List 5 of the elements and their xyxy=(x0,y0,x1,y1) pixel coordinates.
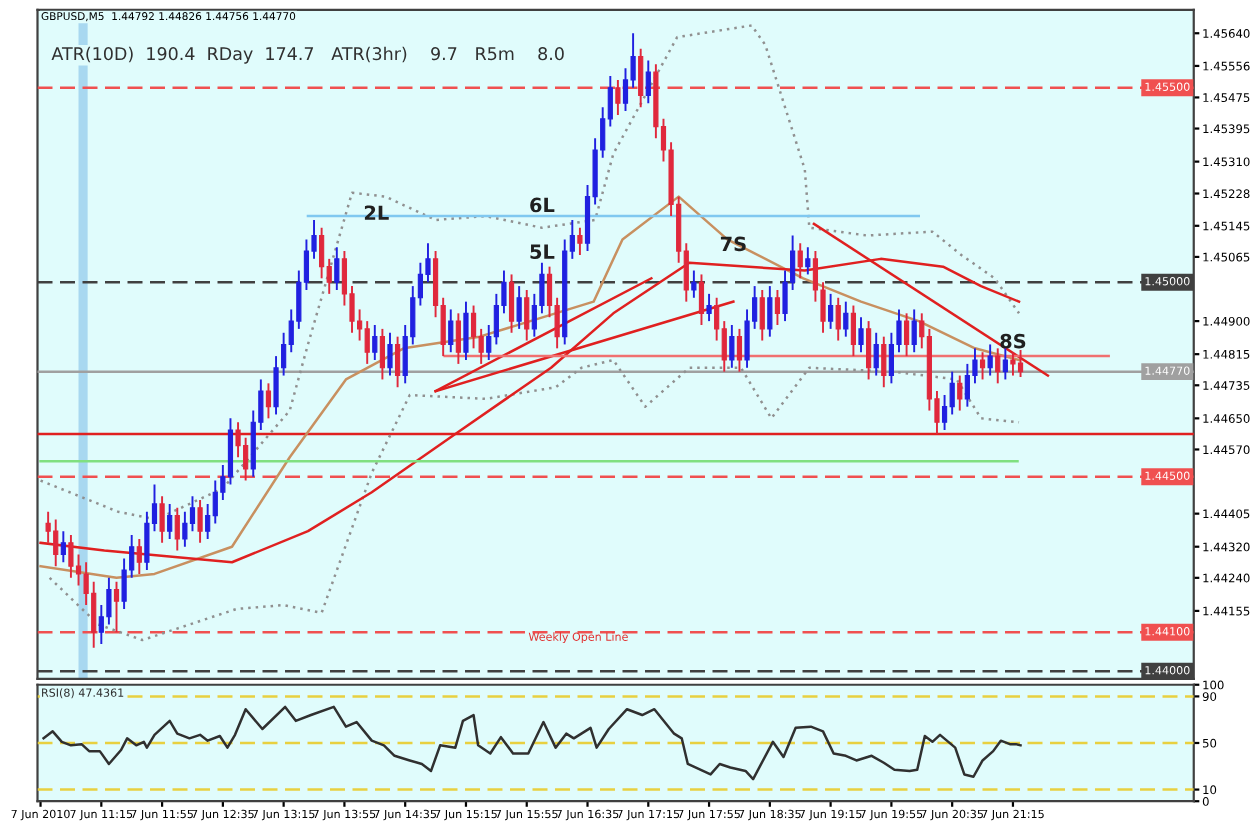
annotation: 8S xyxy=(1000,333,1026,349)
annotation: 5L xyxy=(530,244,555,259)
annotation: 6L xyxy=(530,197,555,213)
annotation: 2L xyxy=(364,205,389,220)
annotation: ATR(10D) 190.4 RDay 174.7 ATR(3hr) 9.7 R5m 8.0 xyxy=(51,46,564,64)
